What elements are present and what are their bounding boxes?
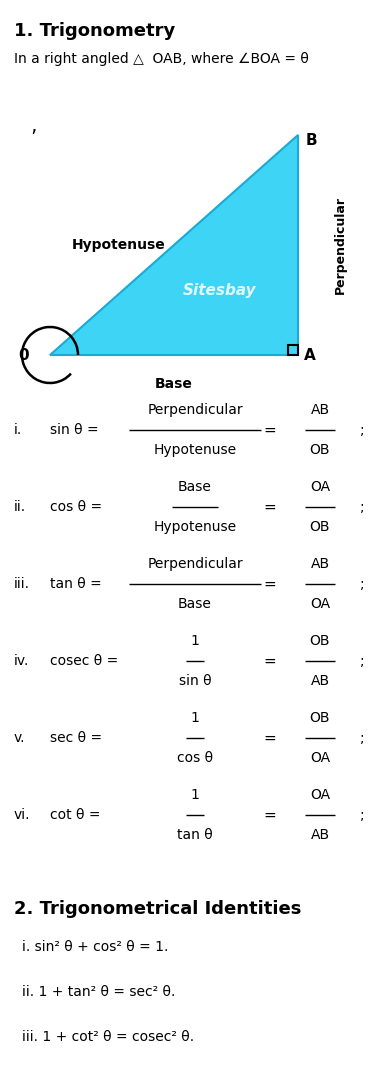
Text: sin θ: sin θ [179, 674, 211, 688]
Text: cot θ =: cot θ = [50, 808, 105, 822]
Text: AB: AB [310, 674, 329, 688]
Text: Sitesbay: Sitesbay [183, 283, 257, 297]
Text: =: = [264, 731, 276, 746]
Text: Base: Base [155, 377, 193, 391]
Text: ;: ; [360, 577, 364, 591]
Text: A: A [304, 348, 316, 362]
Text: tan θ: tan θ [177, 828, 213, 842]
Text: =: = [264, 577, 276, 592]
Bar [288, 345, 298, 354]
Text: Base: Base [178, 597, 212, 611]
Text: iii.: iii. [14, 577, 30, 591]
Text: Hypotenuse: Hypotenuse [72, 238, 166, 251]
Text: v.: v. [14, 731, 26, 745]
Text: i. sin² θ + cos² θ = 1.: i. sin² θ + cos² θ = 1. [22, 940, 168, 954]
Text: ii. 1 + tan² θ = sec² θ.: ii. 1 + tan² θ = sec² θ. [22, 985, 175, 999]
Text: 1: 1 [191, 634, 200, 648]
Text: sec θ =: sec θ = [50, 731, 107, 745]
Text: OA: OA [310, 788, 330, 802]
Text: Perpendicular: Perpendicular [147, 403, 243, 417]
Text: iii. 1 + cot² θ = cosec² θ.: iii. 1 + cot² θ = cosec² θ. [22, 1030, 194, 1044]
Text: AB: AB [310, 403, 329, 417]
Text: Perpendicular: Perpendicular [147, 557, 243, 571]
Text: ;: ; [360, 500, 364, 514]
Text: Base: Base [178, 480, 212, 494]
Text: cos θ =: cos θ = [50, 500, 107, 514]
Text: ;: ; [360, 808, 364, 822]
Text: 2. Trigonometrical Identities: 2. Trigonometrical Identities [14, 900, 301, 918]
Text: OB: OB [310, 443, 330, 457]
Text: =: = [264, 654, 276, 669]
Text: =: = [264, 808, 276, 823]
Text: OA: OA [310, 597, 330, 611]
Text: 1: 1 [191, 788, 200, 802]
Text: cos θ: cos θ [177, 751, 213, 765]
Text: Perpendicular: Perpendicular [333, 196, 347, 294]
Text: i.: i. [14, 423, 22, 437]
Text: 1: 1 [191, 711, 200, 725]
Text: Hypotenuse: Hypotenuse [153, 443, 237, 457]
Text: =: = [264, 423, 276, 438]
Text: vi.: vi. [14, 808, 30, 822]
Text: ’: ’ [30, 128, 36, 147]
Text: cosec θ =: cosec θ = [50, 654, 123, 668]
Text: AB: AB [310, 828, 329, 842]
Text: ;: ; [360, 654, 364, 668]
Text: ;: ; [360, 731, 364, 745]
Text: Hypotenuse: Hypotenuse [153, 520, 237, 534]
Text: OB: OB [310, 711, 330, 725]
Text: 0: 0 [18, 348, 29, 362]
Text: AB: AB [310, 557, 329, 571]
Text: =: = [264, 500, 276, 515]
Text: iv.: iv. [14, 654, 30, 668]
Text: OB: OB [310, 634, 330, 648]
Text: In a right angled △  OAB, where ∠BOA = θ: In a right angled △ OAB, where ∠BOA = θ [14, 52, 309, 66]
Text: ;: ; [360, 423, 364, 437]
Text: sin θ =: sin θ = [50, 423, 103, 437]
Text: OA: OA [310, 480, 330, 494]
Text: OA: OA [310, 751, 330, 765]
Polygon shape [50, 136, 298, 354]
Text: B: B [306, 133, 318, 149]
Text: tan θ =: tan θ = [50, 577, 106, 591]
Text: ii.: ii. [14, 500, 26, 514]
Text: OB: OB [310, 520, 330, 534]
Text: 1. Trigonometry: 1. Trigonometry [14, 22, 175, 40]
